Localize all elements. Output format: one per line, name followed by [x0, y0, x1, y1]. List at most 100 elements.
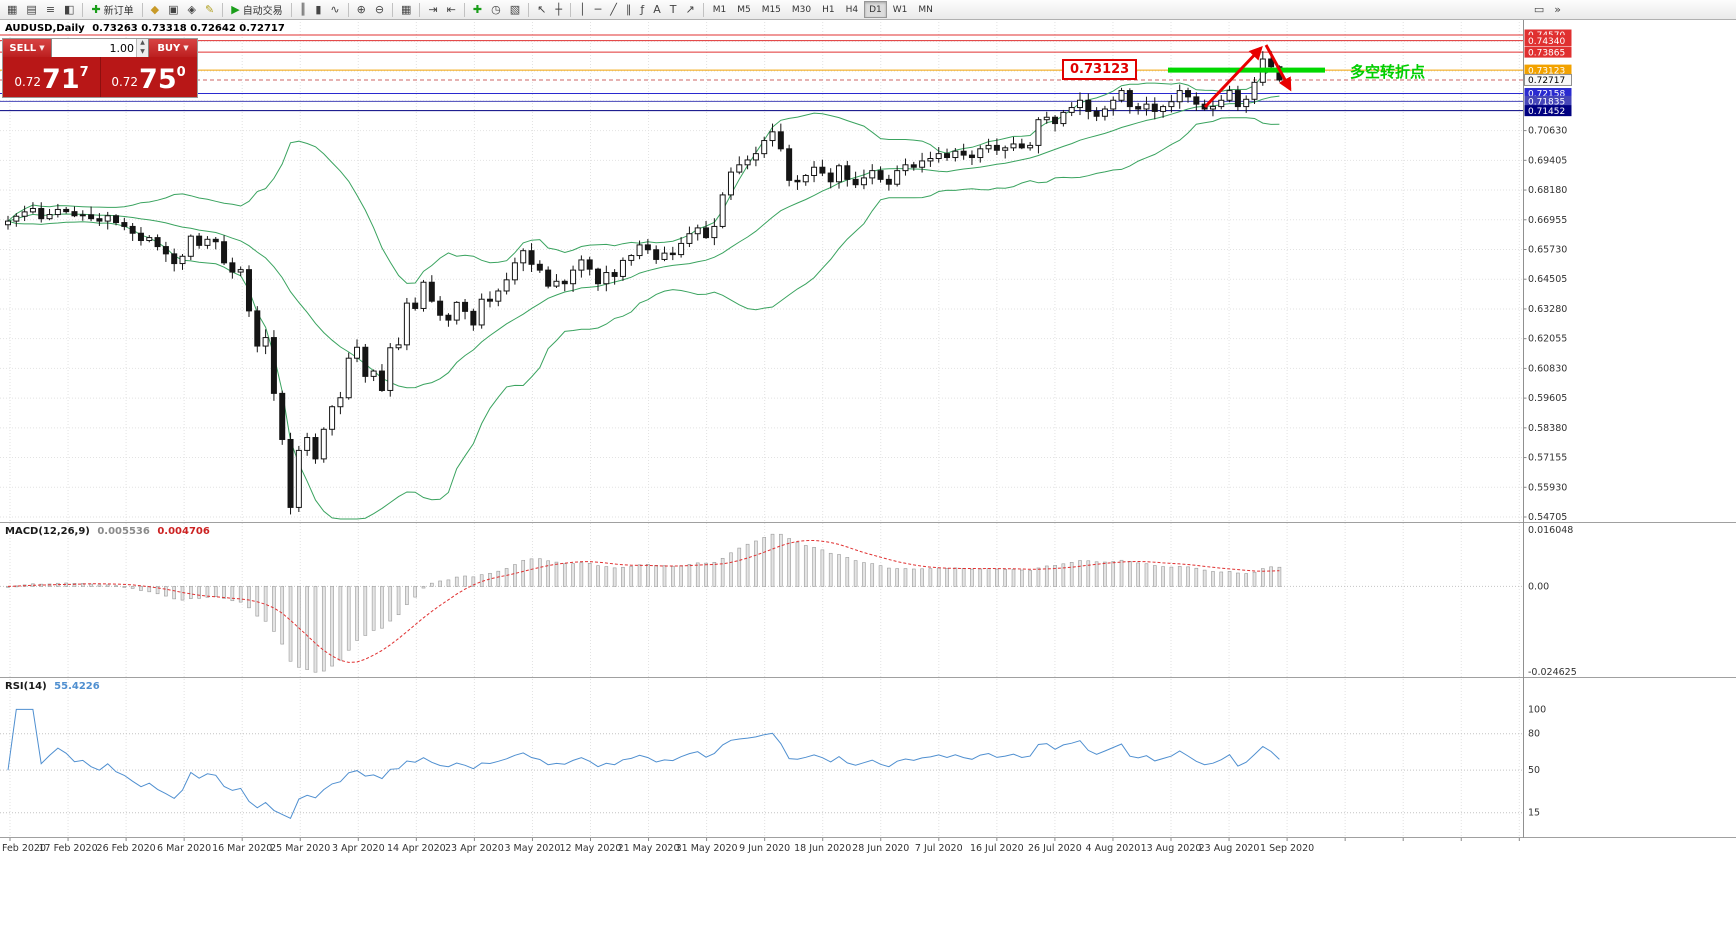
- macd-bar: [330, 586, 334, 667]
- macd-bar: [1152, 565, 1157, 587]
- timeframe-mn-button[interactable]: MN: [918, 4, 933, 15]
- chart-list-button[interactable]: ▭: [1530, 1, 1548, 19]
- buy-button[interactable]: BUY ▼: [149, 39, 197, 57]
- timeframe-h1-button[interactable]: H1: [822, 4, 835, 15]
- buy-price-button[interactable]: 0.72 75 0: [100, 57, 197, 97]
- arrows-button[interactable]: ↗: [681, 1, 698, 19]
- horizontal-line-button[interactable]: ─: [591, 1, 606, 19]
- macd-bar: [1011, 569, 1016, 587]
- turning-point-level-line[interactable]: [1168, 67, 1325, 73]
- templates-button[interactable]: ▧: [506, 1, 524, 19]
- indicators-button[interactable]: ✚: [469, 1, 486, 19]
- sell-price-button[interactable]: 0.72 71 7: [3, 57, 100, 97]
- macd-bar: [1036, 567, 1041, 587]
- macd-bar: [995, 568, 999, 587]
- candle-body: [786, 148, 793, 181]
- candlestick-chart-button[interactable]: ▮: [311, 1, 325, 19]
- price-level-tag: [1524, 29, 1572, 41]
- volume-stepper[interactable]: ▲ ▼: [136, 39, 148, 57]
- market-watch-button[interactable]: ≡: [42, 1, 59, 19]
- macd-bar: [1144, 563, 1149, 587]
- terminal-button[interactable]: ▣: [164, 1, 182, 19]
- label-button[interactable]: T: [666, 1, 681, 19]
- chart-shift-button[interactable]: ⇤: [443, 1, 460, 19]
- text-icon: A: [653, 3, 661, 16]
- strategy-tester-button[interactable]: ◈: [184, 1, 200, 19]
- periods-button[interactable]: ◷: [487, 1, 505, 19]
- timeframe-w1-button[interactable]: W1: [892, 4, 908, 15]
- sell-button[interactable]: SELL ▼: [3, 39, 51, 57]
- turning-point-label[interactable]: 多空转折点: [1350, 63, 1426, 81]
- channel-button[interactable]: ∥: [622, 1, 636, 19]
- macd-bar: [845, 557, 850, 587]
- macd-bar: [479, 574, 484, 587]
- price-axis-label: 0.57155: [1528, 453, 1567, 464]
- volume-input[interactable]: [52, 39, 136, 57]
- macd-bar: [1044, 565, 1049, 587]
- macd-bar: [413, 586, 417, 598]
- channel-icon: ∥: [625, 3, 632, 16]
- down-arrow-annotation[interactable]: [1264, 44, 1292, 92]
- spin-down-icon[interactable]: ▼: [137, 48, 148, 57]
- buy-price-prefix: 0.72: [111, 75, 139, 89]
- data-window-button[interactable]: ◧: [60, 1, 78, 19]
- macd-bar: [80, 583, 85, 587]
- auto-scroll-button[interactable]: ⇥: [424, 1, 441, 19]
- candle-body: [944, 153, 951, 159]
- zoom-in-icon: ⊕: [356, 3, 366, 16]
- metaeditor-button[interactable]: ✎: [201, 1, 218, 19]
- spin-up-icon[interactable]: ▲: [137, 39, 148, 48]
- navigator-icon: ◆: [150, 3, 160, 16]
- chart-profiles-button[interactable]: ▤: [22, 1, 40, 19]
- candle-body: [894, 170, 901, 185]
- docking-button[interactable]: »: [1550, 1, 1565, 19]
- crosshair-button[interactable]: ┼: [551, 1, 566, 19]
- horizontal-line-icon: ─: [594, 3, 602, 16]
- timeframe-m5-button[interactable]: M5: [737, 4, 751, 15]
- timeframe-h4-button[interactable]: H4: [845, 4, 859, 15]
- date-label: 28 Jun 2020: [852, 843, 909, 854]
- macd-value-main: 0.005536: [97, 526, 150, 537]
- new-order-button[interactable]: ✚ 新订单: [87, 1, 137, 19]
- candle-body: [395, 344, 402, 349]
- macd-bar: [155, 586, 160, 595]
- timeframe-m15-button[interactable]: M15: [761, 4, 781, 15]
- chart-shift-icon: ⇤: [446, 3, 456, 16]
- zoom-out-button[interactable]: ⊖: [371, 1, 388, 19]
- candle-body: [1035, 119, 1042, 146]
- price-level-tag: [1524, 88, 1572, 100]
- bar-chart-button[interactable]: ║: [296, 1, 311, 19]
- navigator-button[interactable]: ◆: [147, 1, 163, 19]
- macd-bar: [1003, 569, 1008, 587]
- candle-body: [1143, 103, 1150, 110]
- zoom-in-button[interactable]: ⊕: [353, 1, 370, 19]
- new-chart-button[interactable]: ▦: [3, 1, 21, 19]
- candle-body: [470, 310, 477, 326]
- macd-bar: [970, 568, 974, 587]
- date-label: 25 Mar 2020: [270, 843, 330, 854]
- macd-bar: [670, 565, 675, 587]
- autotrading-button[interactable]: ▶ 自动交易: [227, 1, 286, 19]
- timeframe-m30-button[interactable]: M30: [791, 4, 812, 15]
- candle-body: [595, 268, 602, 285]
- text-button[interactable]: A: [649, 1, 665, 19]
- vertical-line-button[interactable]: │: [575, 1, 590, 19]
- candle-body: [237, 269, 244, 273]
- timeframe-d1-button[interactable]: D1: [864, 1, 887, 18]
- macd-bar: [454, 576, 459, 587]
- date-label: 4 Aug 2020: [1086, 843, 1141, 854]
- price-callout[interactable]: 0.73123: [1062, 59, 1138, 80]
- up-arrow-annotation[interactable]: [1203, 46, 1263, 109]
- cursor-button[interactable]: ↖: [533, 1, 550, 19]
- fibonacci-button[interactable]: ƒ: [636, 1, 648, 19]
- line-chart-button[interactable]: ∿: [326, 1, 343, 19]
- candle-body: [96, 218, 103, 222]
- tile-windows-button[interactable]: ▦: [397, 1, 415, 19]
- candle-body: [578, 259, 585, 271]
- trendline-button[interactable]: ╱: [606, 1, 621, 19]
- timeframe-m1-button[interactable]: M1: [712, 4, 727, 15]
- candle-body: [1234, 90, 1241, 108]
- price-level-tag-label: 0.72717: [1528, 76, 1565, 86]
- macd-bar: [945, 567, 949, 587]
